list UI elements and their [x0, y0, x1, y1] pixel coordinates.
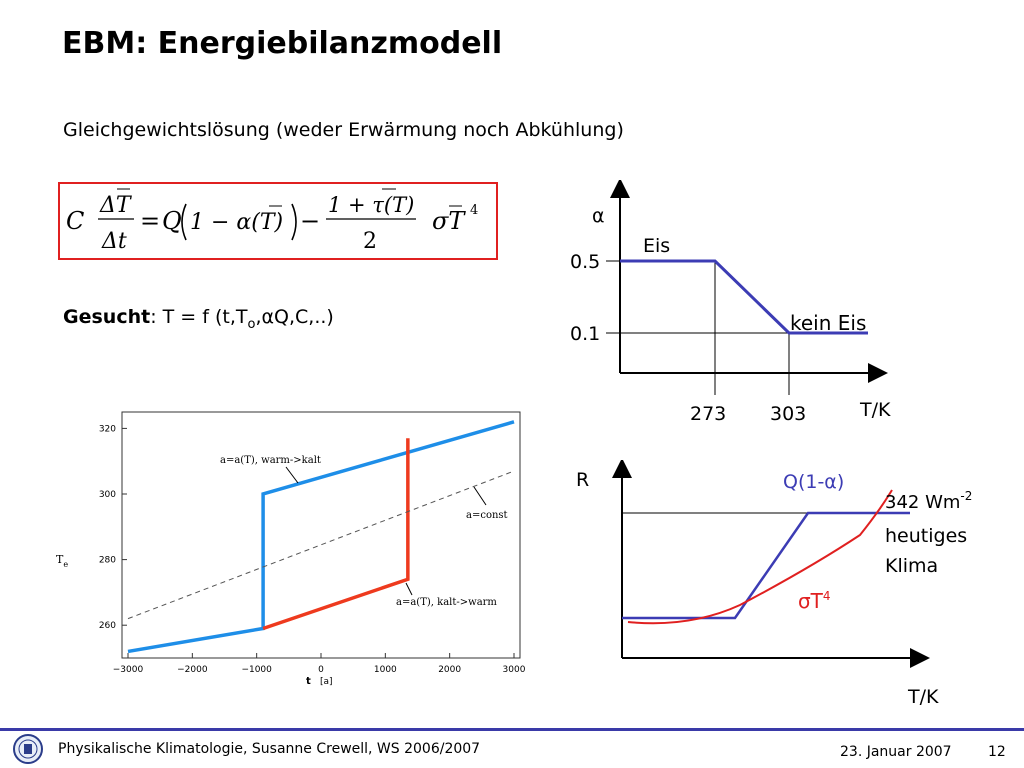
tick-273: 273	[690, 403, 726, 425]
label-q: Q(1-α)	[783, 471, 844, 493]
formula-sigma-t: σT	[432, 207, 466, 235]
alpha-xlabel: T/K	[859, 399, 891, 421]
label-eis: Eis	[643, 235, 670, 257]
footer-text: Physikalische Klimatologie, Susanne Crew…	[58, 741, 481, 757]
x-tick-label: −2000	[177, 665, 208, 675]
annot-warm: a=a(T), warm->kalt	[220, 455, 321, 466]
albedo-diagram: α 0.5 0.1 Eis kein Eis 273 303 T/K	[570, 180, 891, 425]
footer-date: 23. Januar 2007	[840, 744, 952, 760]
gesucht-text: : T = f (t,T	[150, 306, 248, 328]
plot-frame	[121, 411, 521, 659]
tick-01: 0.1	[570, 323, 600, 345]
sigma-curve	[627, 489, 893, 625]
x-tick-label: 3000	[503, 665, 526, 675]
formula-one-minus-alpha: 1 − α(T)	[190, 210, 283, 235]
formula-denominator: 2	[363, 229, 377, 254]
energy-balance-formula: C ΔT Δt = Q 1 − α(T) − 1 + τ(T) 2 σT 4	[66, 188, 478, 254]
y-tick-label: 280	[99, 556, 116, 566]
x-tick-label: 1000	[374, 665, 397, 675]
hysteresis-plot: 320 300 280 260 −3000 −2000 −1000 0 1000 2000 300…	[48, 405, 538, 695]
x-tick-label: −3000	[113, 665, 144, 675]
annot-const: a=const	[466, 510, 508, 521]
formula-delta-t-lower: Δt	[101, 229, 127, 254]
gesucht-rest: ,αQ,C,..)	[255, 306, 334, 328]
formula-minus: −	[300, 207, 320, 235]
x-tick-label: 0	[318, 665, 324, 675]
footer-divider	[0, 728, 1024, 731]
label-sigma: σT4	[798, 589, 831, 613]
formula-box: C ΔT Δt = Q 1 − α(T) − 1 + τ(T) 2 σT 4	[58, 182, 498, 260]
x-ticks: −3000 −2000 −1000 0 1000 2000 3000	[113, 653, 526, 675]
gesucht-sub: o	[247, 316, 256, 332]
r-xlabel: T/K	[907, 686, 939, 708]
gesucht-label: Gesucht	[63, 306, 151, 328]
series-warm-kalt	[127, 420, 515, 654]
formula-numerator: 1 + τ(T)	[328, 193, 414, 217]
tick-303: 303	[770, 403, 806, 425]
formula-q: Q	[162, 207, 182, 235]
page-number: 12	[988, 744, 1006, 760]
series-const	[127, 470, 515, 620]
tick-05: 0.5	[570, 251, 600, 273]
hyst-ylabel: Te	[56, 553, 68, 569]
slide-title: EBM: Energiebilanzmodell	[62, 26, 503, 61]
university-seal-icon	[13, 734, 43, 764]
radiation-diagram: R Q(1-α) 342 Wm-2 heutiges Klima σT4 T/K	[576, 460, 972, 708]
hyst-xunit: [a]	[320, 677, 333, 687]
x-tick-label: −1000	[241, 665, 272, 675]
formula-delta-t-upper: ΔT	[99, 193, 133, 218]
y-tick-label: 260	[99, 621, 116, 631]
label-342: 342 Wm-2	[885, 489, 972, 513]
albedo-curve	[620, 259, 868, 335]
formula-equals: =	[140, 207, 160, 235]
y-ticks: 320 300 280 260	[99, 424, 127, 631]
series-kalt-warm	[262, 438, 410, 631]
label-kein-eis: kein Eis	[790, 311, 866, 335]
label-klima: Klima	[885, 555, 938, 577]
y-tick-label: 320	[99, 424, 116, 434]
annot-kalt: a=a(T), kalt->warm	[396, 597, 497, 608]
x-tick-label: 2000	[438, 665, 461, 675]
y-tick-label: 300	[99, 490, 116, 500]
plot-series	[127, 420, 515, 654]
label-heutiges: heutiges	[885, 525, 967, 547]
r-ylabel: R	[576, 469, 589, 491]
gesucht-line: Gesucht: T = f (t,To,αQ,C,..)	[63, 306, 334, 332]
q-curve	[622, 511, 910, 620]
formula-c: C	[66, 207, 84, 235]
hyst-xlabel: t	[306, 676, 311, 687]
slide-subtitle: Gleichgewichtslösung (weder Erwärmung no…	[63, 119, 624, 141]
alpha-ylabel: α	[592, 205, 605, 227]
formula-exponent: 4	[470, 203, 478, 218]
